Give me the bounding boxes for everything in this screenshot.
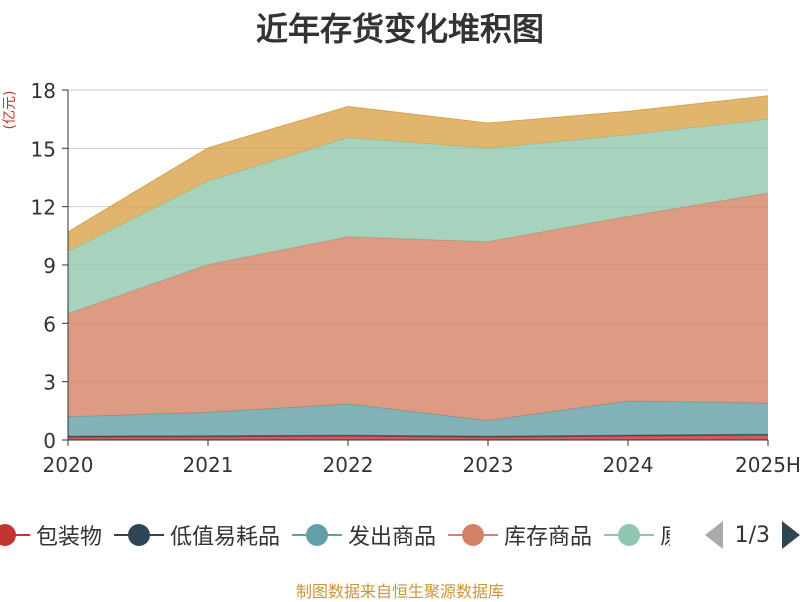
y-tick-label: 18 [31,79,56,103]
y-axis-label: (亿元) [2,91,18,130]
y-tick-label: 0 [43,429,56,453]
series-line-5 [67,95,769,233]
legend-item-3[interactable]: 库存商品 [448,519,592,551]
legend-label: 原材料 [660,519,670,551]
source-note: 制图数据来自恒生聚源数据库 [295,582,504,601]
legend-marker-icon [114,523,165,547]
y-tick-label: 12 [31,196,56,220]
legend-marker-icon [448,523,499,547]
legend-marker-icon [604,523,655,547]
x-tick-label: 2025H [735,453,800,477]
area-series-0[interactable] [68,435,768,440]
y-tick-label: 6 [43,312,56,336]
chart-title: 近年存货变化堆积图 [255,10,544,48]
area-series-5[interactable] [68,95,768,252]
y-tick-label: 15 [31,137,56,161]
legend-item-4[interactable]: 原材料 [604,519,670,551]
x-tick-label: 2024 [603,453,654,477]
axes: 0 3 6 9 12 15 18 2020 2021 2022 2023 2024 2025H [31,79,800,477]
legend-item-1[interactable]: 低值易耗品 [114,519,280,551]
x-tick-label: 2021 [183,453,234,477]
legend-page-indicator: 1/3 [734,522,770,548]
y-tick-label: 3 [43,371,56,395]
legend-label: 低值易耗品 [170,525,281,550]
legend-prev-arrow-icon[interactable] [704,521,723,549]
y-tick-label: 9 [43,254,56,278]
area-series-2[interactable] [68,401,768,437]
legend-pager: 1/3 [700,513,800,557]
area-series-4[interactable] [68,119,768,314]
legend-item-2[interactable]: 发出商品 [292,519,436,551]
legend-label: 包装物 [36,525,103,550]
legend-marker-icon [292,523,343,547]
legend-marker-icon [0,523,30,547]
x-tick-label: 2022 [323,453,374,477]
legend-label: 发出商品 [348,525,437,550]
legend-label: 库存商品 [504,525,593,550]
x-tick-label: 2020 [43,453,94,477]
legend: 包装物低值易耗品发出商品库存商品原材料在产品 1/3 [0,513,800,557]
legend-item-0[interactable]: 包装物 [0,519,102,551]
area-series-3[interactable] [68,193,768,421]
legend-items: 包装物低值易耗品发出商品库存商品原材料在产品 [0,519,670,551]
area-series [67,95,769,440]
legend-next-arrow-icon[interactable] [782,521,800,549]
x-tick-label: 2023 [463,453,514,477]
